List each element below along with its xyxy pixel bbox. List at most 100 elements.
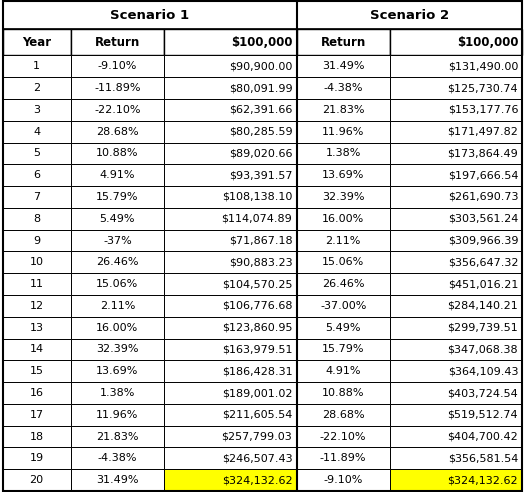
Text: $403,724.54: $403,724.54	[447, 388, 518, 398]
Bar	[3, 382, 71, 404]
Bar	[390, 121, 522, 143]
Bar	[390, 273, 522, 295]
Bar	[390, 338, 522, 360]
Text: -9.10%: -9.10%	[98, 62, 137, 71]
Bar	[3, 186, 71, 208]
Bar	[3, 426, 71, 447]
Bar	[164, 230, 297, 251]
Text: 6: 6	[33, 170, 40, 180]
Bar	[164, 143, 297, 164]
Bar	[390, 186, 522, 208]
Text: $131,490.00: $131,490.00	[448, 62, 518, 71]
Text: 32.39%: 32.39%	[322, 192, 364, 202]
Bar	[164, 30, 297, 56]
Text: $125,730.74: $125,730.74	[447, 83, 518, 93]
Text: 11.96%: 11.96%	[96, 410, 139, 420]
Bar	[3, 230, 71, 251]
Bar	[71, 447, 164, 469]
Text: 15: 15	[30, 366, 44, 376]
Text: 1.38%: 1.38%	[326, 149, 361, 158]
Text: $324,132.62: $324,132.62	[222, 475, 292, 485]
Text: $189,001.02: $189,001.02	[222, 388, 292, 398]
Text: 10: 10	[30, 257, 44, 267]
Text: $246,507.43: $246,507.43	[222, 453, 292, 463]
Text: 2.11%: 2.11%	[326, 236, 361, 246]
Bar	[390, 404, 522, 426]
Bar	[3, 469, 71, 491]
Text: $261,690.73: $261,690.73	[448, 192, 518, 202]
Text: 16.00%: 16.00%	[322, 214, 364, 224]
Bar	[390, 208, 522, 230]
Text: $106,776.68: $106,776.68	[222, 301, 292, 311]
Text: $186,428.31: $186,428.31	[222, 366, 292, 376]
Text: 32.39%: 32.39%	[96, 344, 139, 354]
Bar	[3, 164, 71, 186]
Text: 10.88%: 10.88%	[322, 388, 364, 398]
Text: $303,561.24: $303,561.24	[448, 214, 518, 224]
Text: 5.49%: 5.49%	[100, 214, 135, 224]
Text: 7: 7	[33, 192, 40, 202]
Bar	[297, 121, 390, 143]
Text: $80,091.99: $80,091.99	[229, 83, 292, 93]
Bar	[3, 317, 71, 338]
Bar	[164, 77, 297, 99]
Text: $90,900.00: $90,900.00	[229, 62, 292, 71]
Text: 15.06%: 15.06%	[96, 279, 139, 289]
Bar	[3, 447, 71, 469]
Bar	[71, 382, 164, 404]
Text: -37.00%: -37.00%	[320, 301, 366, 311]
Text: 3: 3	[33, 105, 40, 115]
Bar	[297, 99, 390, 121]
Text: 8: 8	[33, 214, 40, 224]
Bar	[297, 1, 522, 30]
Text: 20: 20	[29, 475, 44, 485]
Text: $299,739.51: $299,739.51	[447, 323, 518, 333]
Text: Year: Year	[22, 36, 51, 49]
Bar	[297, 317, 390, 338]
Text: 15.79%: 15.79%	[96, 192, 139, 202]
Text: -22.10%: -22.10%	[94, 105, 141, 115]
Bar	[164, 251, 297, 273]
Bar	[71, 164, 164, 186]
Text: $519,512.74: $519,512.74	[447, 410, 518, 420]
Bar	[164, 338, 297, 360]
Text: 21.83%: 21.83%	[322, 105, 364, 115]
Text: 12: 12	[29, 301, 44, 311]
Text: $93,391.57: $93,391.57	[229, 170, 292, 180]
Text: 4: 4	[33, 126, 40, 137]
Text: 26.46%: 26.46%	[96, 257, 139, 267]
Bar	[390, 99, 522, 121]
Text: $211,605.54: $211,605.54	[222, 410, 292, 420]
Bar	[390, 447, 522, 469]
Bar	[164, 273, 297, 295]
Bar	[297, 251, 390, 273]
Bar	[390, 251, 522, 273]
Bar	[390, 230, 522, 251]
Bar	[297, 426, 390, 447]
Bar	[297, 208, 390, 230]
Text: $89,020.66: $89,020.66	[229, 149, 292, 158]
Bar	[71, 143, 164, 164]
Bar	[164, 426, 297, 447]
Bar	[71, 77, 164, 99]
Text: $364,109.43: $364,109.43	[448, 366, 518, 376]
Text: 31.49%: 31.49%	[96, 475, 139, 485]
Bar	[3, 77, 71, 99]
Text: $451,016.21: $451,016.21	[448, 279, 518, 289]
Text: $123,860.95: $123,860.95	[222, 323, 292, 333]
Bar	[71, 30, 164, 56]
Text: 13.69%: 13.69%	[96, 366, 139, 376]
Text: 5: 5	[33, 149, 40, 158]
Text: $324,132.62: $324,132.62	[447, 475, 518, 485]
Text: $404,700.42: $404,700.42	[447, 431, 518, 441]
Text: Scenario 1: Scenario 1	[110, 9, 189, 22]
Text: 2: 2	[33, 83, 40, 93]
Text: 18: 18	[29, 431, 44, 441]
Bar	[390, 469, 522, 491]
Text: 1.38%: 1.38%	[100, 388, 135, 398]
Bar	[390, 164, 522, 186]
Text: -9.10%: -9.10%	[323, 475, 363, 485]
Bar	[71, 469, 164, 491]
Text: $62,391.66: $62,391.66	[229, 105, 292, 115]
Text: 21.83%: 21.83%	[96, 431, 139, 441]
